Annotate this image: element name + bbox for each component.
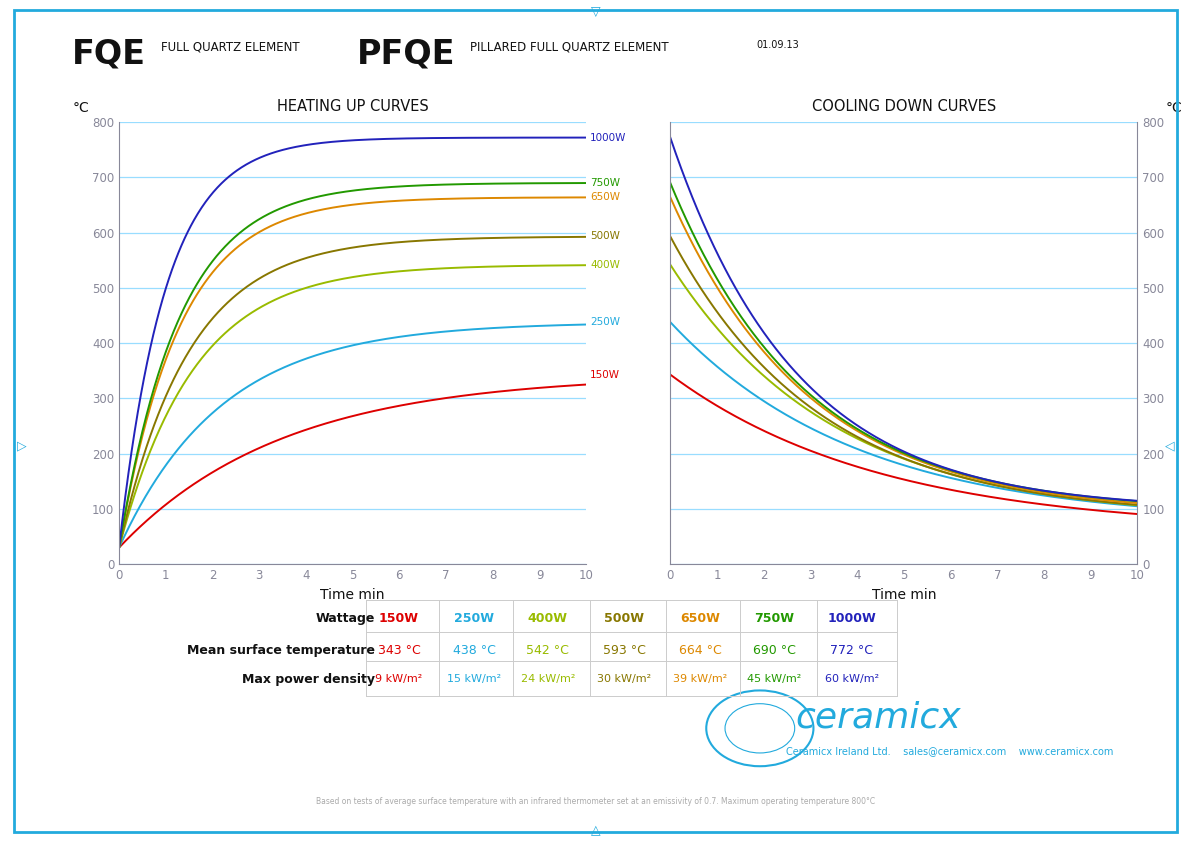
Text: 400W: 400W <box>590 259 619 269</box>
Text: Max power density: Max power density <box>242 673 375 686</box>
Text: 343 °C: 343 °C <box>378 643 420 657</box>
Title: COOLING DOWN CURVES: COOLING DOWN CURVES <box>812 99 996 114</box>
Text: 542 °C: 542 °C <box>526 643 569 657</box>
Text: 24 kW/m²: 24 kW/m² <box>520 674 575 685</box>
Text: FQE: FQE <box>71 38 145 71</box>
Text: 650W: 650W <box>680 612 721 626</box>
Text: 772 °C: 772 °C <box>830 643 873 657</box>
Text: Mean surface temperature: Mean surface temperature <box>187 643 375 657</box>
Text: △: △ <box>591 824 600 837</box>
Text: 30 kW/m²: 30 kW/m² <box>597 674 651 685</box>
Text: °C: °C <box>73 101 89 115</box>
Text: 500W: 500W <box>590 232 619 242</box>
Text: 250W: 250W <box>590 317 621 328</box>
Text: 9 kW/m²: 9 kW/m² <box>375 674 423 685</box>
Text: 400W: 400W <box>528 612 568 626</box>
Text: 01.09.13: 01.09.13 <box>756 40 799 51</box>
Text: 150W: 150W <box>379 612 419 626</box>
Text: 39 kW/m²: 39 kW/m² <box>673 674 728 685</box>
Text: ▷: ▷ <box>17 440 26 453</box>
Text: 438 °C: 438 °C <box>453 643 495 657</box>
Text: 60 kW/m²: 60 kW/m² <box>824 674 879 685</box>
Text: ▽: ▽ <box>591 5 600 18</box>
Text: PILLARED FULL QUARTZ ELEMENT: PILLARED FULL QUARTZ ELEMENT <box>470 40 669 53</box>
Text: 750W: 750W <box>754 612 794 626</box>
Text: 1000W: 1000W <box>828 612 875 626</box>
Text: 15 kW/m²: 15 kW/m² <box>447 674 501 685</box>
X-axis label: Time min: Time min <box>872 588 936 601</box>
Text: 664 °C: 664 °C <box>679 643 722 657</box>
Title: HEATING UP CURVES: HEATING UP CURVES <box>276 99 429 114</box>
Text: PFQE: PFQE <box>357 38 456 71</box>
Text: 750W: 750W <box>590 178 621 188</box>
Text: 690 °C: 690 °C <box>753 643 796 657</box>
Text: °C: °C <box>1166 101 1183 115</box>
Text: ◁: ◁ <box>1165 440 1174 453</box>
Text: Based on tests of average surface temperature with an infrared thermometer set a: Based on tests of average surface temper… <box>316 797 875 806</box>
Text: FULL QUARTZ ELEMENT: FULL QUARTZ ELEMENT <box>161 40 299 53</box>
Text: 45 kW/m²: 45 kW/m² <box>747 674 802 685</box>
Text: 650W: 650W <box>590 192 621 202</box>
Text: 500W: 500W <box>604 612 644 626</box>
X-axis label: Time min: Time min <box>320 588 385 601</box>
Text: Wattage: Wattage <box>316 612 375 626</box>
Text: ceramicx: ceramicx <box>796 701 961 734</box>
Text: 150W: 150W <box>590 370 621 380</box>
Text: 593 °C: 593 °C <box>603 643 646 657</box>
Text: 250W: 250W <box>454 612 494 626</box>
Text: Ceramicx Ireland Ltd.    sales@ceramicx.com    www.ceramicx.com: Ceramicx Ireland Ltd. sales@ceramicx.com… <box>786 746 1114 756</box>
Text: 1000W: 1000W <box>590 132 626 142</box>
